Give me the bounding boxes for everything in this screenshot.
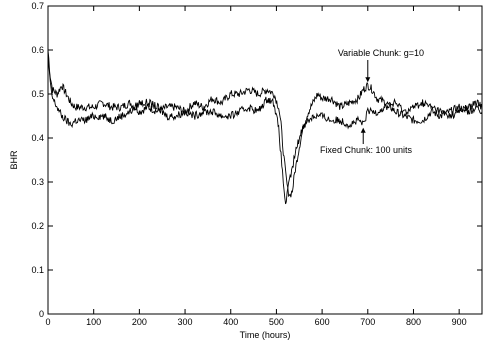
y-tick-label: 0.5 [31, 89, 44, 99]
x-axis-label: Time (hours) [240, 330, 291, 340]
x-tick-label: 0 [45, 317, 50, 327]
series-line-2 [47, 52, 483, 205]
annotation-variable-chunk: Variable Chunk: g=10 [338, 48, 424, 58]
x-tick-label: 900 [452, 317, 467, 327]
x-tick-label: 500 [269, 317, 284, 327]
series-line-1 [47, 50, 483, 198]
x-tick-label: 800 [406, 317, 421, 327]
x-tick-label: 200 [132, 317, 147, 327]
x-tick-label: 300 [178, 317, 193, 327]
y-tick-label: 0 [39, 309, 44, 319]
x-tick-label: 600 [315, 317, 330, 327]
y-tick-label: 0.7 [31, 1, 44, 11]
y-tick-label: 0.1 [31, 265, 44, 275]
series-group [47, 50, 483, 205]
x-tick-label: 700 [360, 317, 375, 327]
y-tick-label: 0.4 [31, 133, 44, 143]
annotation-arrowhead-variable [365, 77, 371, 83]
annotations-group: Variable Chunk: g=10 Fixed Chunk: 100 uni… [320, 48, 424, 155]
x-tick-label: 400 [223, 317, 238, 327]
y-axis-label: BHR [9, 150, 19, 170]
annotation-arrowhead-fixed [360, 127, 366, 133]
axis-ticks: 0 100 200 300 400 500 600 700 800 900 0 0.1 0.2 0.3 0.… [31, 1, 482, 327]
plot-frame [47, 5, 483, 315]
y-tick-label: 0.3 [31, 177, 44, 187]
y-tick-label: 0.6 [31, 45, 44, 55]
x-tick-label: 100 [86, 317, 101, 327]
annotation-fixed-chunk: Fixed Chunk: 100 units [320, 145, 413, 155]
y-tick-label: 0.2 [31, 221, 44, 231]
